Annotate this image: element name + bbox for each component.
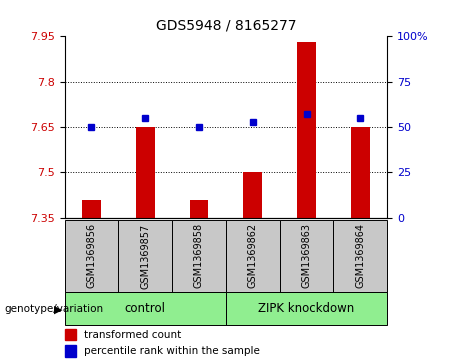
Text: transformed count: transformed count xyxy=(84,330,181,340)
Text: ▶: ▶ xyxy=(54,304,62,314)
Text: control: control xyxy=(125,302,165,315)
Bar xyxy=(189,200,208,218)
Text: GSM1369862: GSM1369862 xyxy=(248,223,258,289)
Text: GSM1369856: GSM1369856 xyxy=(86,223,96,289)
Bar xyxy=(243,172,262,218)
Bar xyxy=(280,220,333,292)
Text: GSM1369858: GSM1369858 xyxy=(194,223,204,289)
Bar xyxy=(65,329,76,340)
Bar xyxy=(65,345,76,357)
Bar xyxy=(65,292,226,325)
Bar xyxy=(65,220,118,292)
Bar xyxy=(82,200,101,218)
Title: GDS5948 / 8165277: GDS5948 / 8165277 xyxy=(156,19,296,32)
Text: ZIPK knockdown: ZIPK knockdown xyxy=(259,302,355,315)
Text: percentile rank within the sample: percentile rank within the sample xyxy=(84,346,260,356)
Bar xyxy=(333,220,387,292)
Text: GSM1369857: GSM1369857 xyxy=(140,223,150,289)
Bar xyxy=(226,292,387,325)
Text: genotype/variation: genotype/variation xyxy=(5,304,104,314)
Bar xyxy=(297,42,316,218)
Text: GSM1369863: GSM1369863 xyxy=(301,223,312,289)
Bar xyxy=(351,127,370,218)
Bar xyxy=(118,220,172,292)
Bar xyxy=(172,220,226,292)
Bar xyxy=(136,127,154,218)
Bar xyxy=(226,220,280,292)
Text: GSM1369864: GSM1369864 xyxy=(355,223,366,289)
